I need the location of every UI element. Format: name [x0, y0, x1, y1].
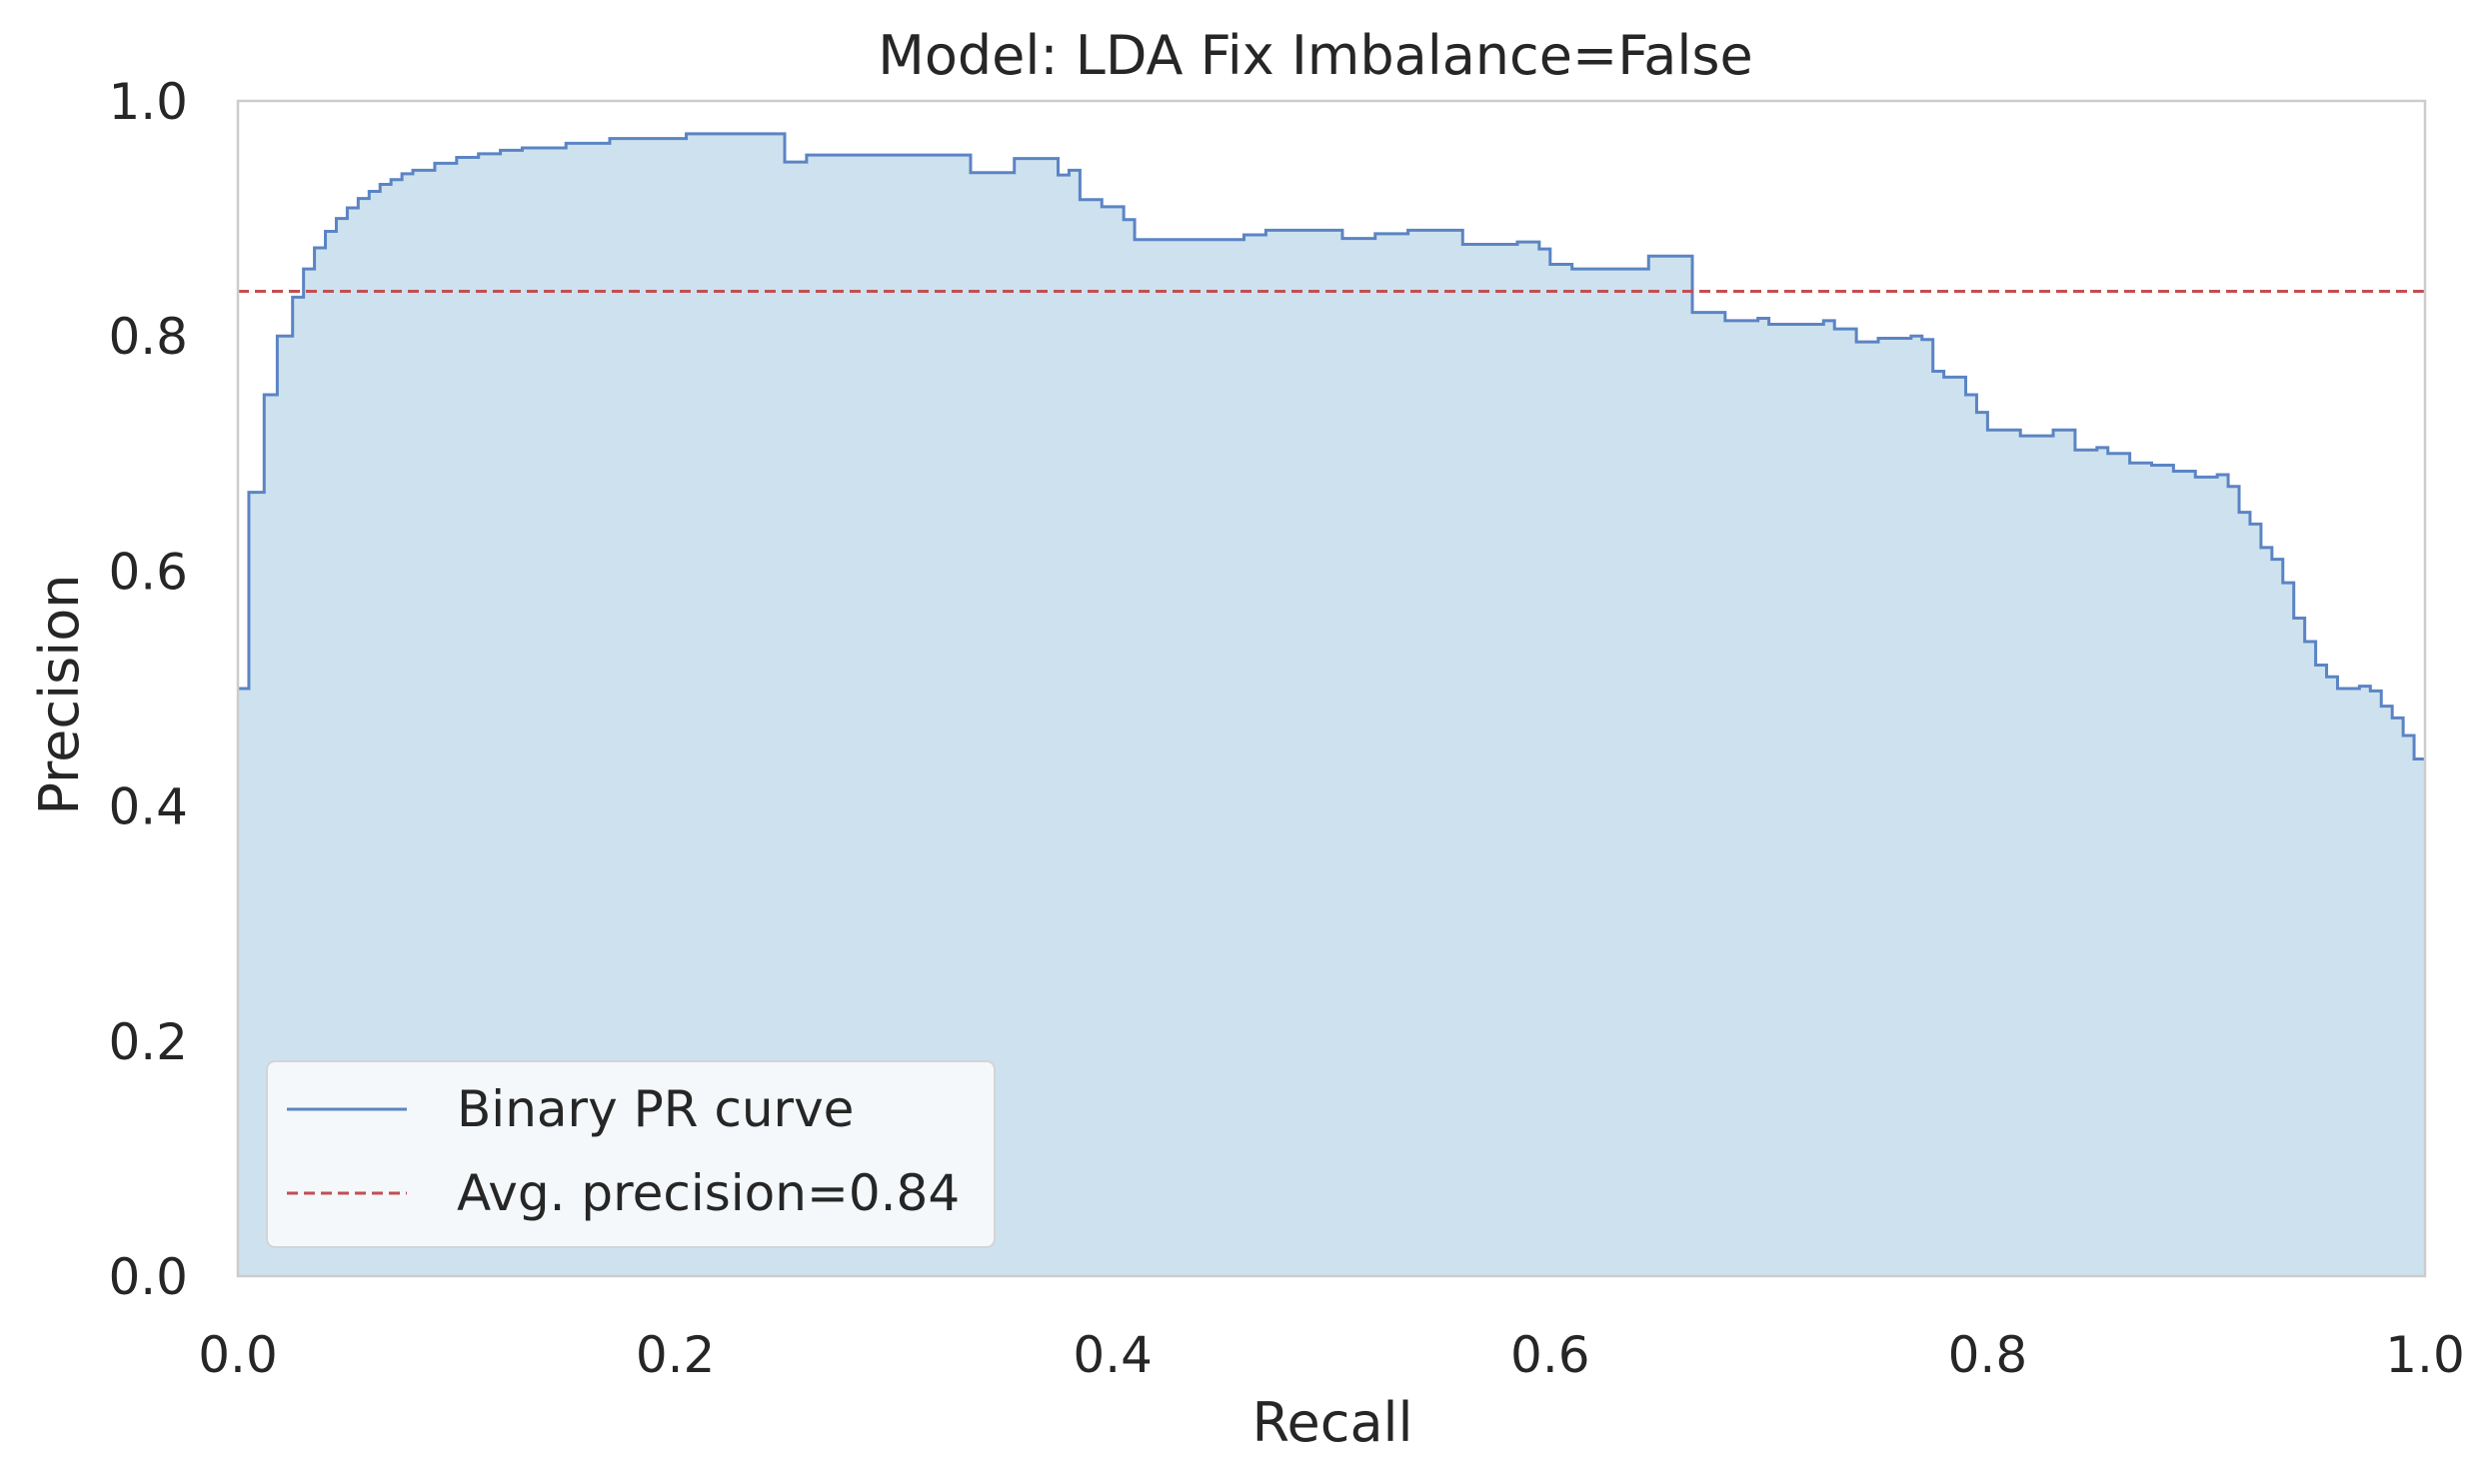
- legend-curve-label: Binary PR curve: [457, 1080, 854, 1138]
- x-tick-label: 1.0: [2385, 1326, 2465, 1384]
- y-tick-label: 0.8: [108, 308, 188, 366]
- chart-title: Model: LDA Fix Imbalance=False: [878, 24, 1753, 87]
- y-tick-label: 1.0: [108, 73, 188, 131]
- legend-avg-label: Avg. precision=0.84: [457, 1164, 960, 1222]
- x-tick-label: 0.4: [1073, 1326, 1153, 1384]
- x-tick-label: 0.6: [1510, 1326, 1590, 1384]
- y-tick-label: 0.2: [108, 1013, 188, 1071]
- pr-curve-fill: [238, 133, 2425, 1277]
- x-axis-label: Recall: [1251, 1391, 1412, 1454]
- y-axis-label: Precision: [28, 575, 91, 815]
- plot-area: [236, 99, 2427, 1278]
- y-tick-label: 0.4: [108, 778, 188, 836]
- x-tick-label: 0.0: [198, 1326, 278, 1384]
- legend: Binary PR curve Avg. precision=0.84: [266, 1060, 996, 1248]
- y-tick-label: 0.0: [108, 1248, 188, 1306]
- x-tick-label: 0.8: [1948, 1326, 2028, 1384]
- x-tick-labels: 0.0 0.2 0.4 0.6 0.8 1.0: [198, 1326, 2465, 1384]
- plot-frame: [236, 99, 2427, 1278]
- y-tick-labels: 0.0 0.2 0.4 0.6 0.8 1.0: [108, 73, 188, 1306]
- legend-frame: [266, 1060, 996, 1248]
- y-tick-label: 0.6: [108, 543, 188, 601]
- x-tick-label: 0.2: [636, 1326, 716, 1384]
- pr-curve-line: [238, 132, 2425, 761]
